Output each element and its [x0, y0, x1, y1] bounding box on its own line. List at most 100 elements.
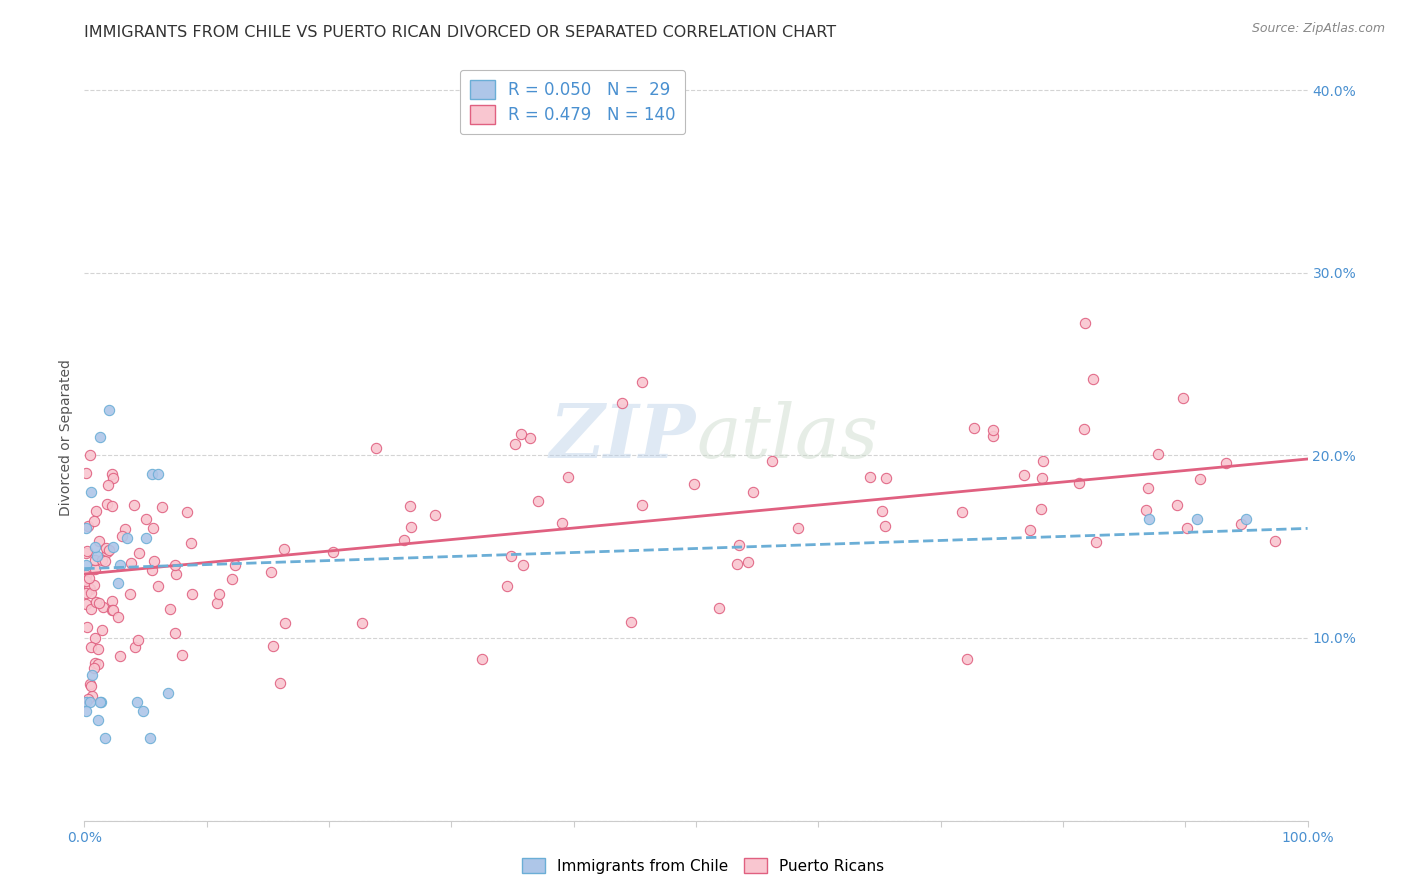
Point	[150, 500, 173, 515]
Point	[612, 396, 634, 410]
Point	[224, 558, 246, 572]
Point	[870, 504, 893, 518]
Point	[114, 522, 136, 536]
Point	[141, 563, 163, 577]
Point	[98, 402, 121, 417]
Point	[1236, 512, 1258, 526]
Point	[75, 704, 97, 718]
Point	[983, 423, 1005, 437]
Point	[91, 553, 114, 567]
Point	[401, 520, 423, 534]
Point	[873, 518, 896, 533]
Point	[139, 731, 162, 746]
Point	[96, 497, 118, 511]
Point	[76, 692, 98, 706]
Point	[75, 546, 97, 560]
Point	[157, 686, 180, 700]
Point	[86, 503, 108, 517]
Point	[159, 602, 181, 616]
Point	[141, 467, 163, 481]
Point	[75, 585, 97, 599]
Point	[111, 529, 134, 543]
Point	[75, 695, 97, 709]
Point	[93, 731, 115, 746]
Point	[180, 536, 202, 550]
Point	[127, 695, 149, 709]
Point	[127, 632, 149, 647]
Point	[80, 689, 103, 703]
Point	[165, 626, 187, 640]
Point	[631, 498, 654, 512]
Point	[1031, 471, 1053, 485]
Point	[79, 602, 101, 616]
Point	[170, 648, 193, 663]
Point	[90, 695, 112, 709]
Point	[786, 521, 808, 535]
Point	[132, 704, 155, 718]
Point	[142, 554, 165, 568]
Point	[80, 484, 103, 499]
Point	[96, 541, 118, 555]
Text: IMMIGRANTS FROM CHILE VS PUERTO RICAN DIVORCED OR SEPARATED CORRELATION CHART: IMMIGRANTS FROM CHILE VS PUERTO RICAN DI…	[84, 25, 837, 40]
Point	[322, 545, 344, 559]
Text: atlas: atlas	[696, 401, 879, 474]
Point	[728, 538, 751, 552]
Point	[1135, 503, 1157, 517]
Point	[97, 478, 120, 492]
Point	[83, 661, 105, 675]
Point	[859, 470, 882, 484]
Point	[399, 499, 422, 513]
Point	[80, 640, 103, 654]
Point	[101, 603, 124, 617]
Point	[742, 485, 765, 500]
Point	[87, 657, 110, 671]
Point	[631, 375, 654, 389]
Point	[1073, 422, 1095, 436]
Point	[79, 677, 101, 691]
Point	[135, 531, 157, 545]
Point	[619, 615, 641, 629]
Point	[120, 556, 142, 570]
Point	[90, 624, 112, 638]
Point	[79, 582, 101, 596]
Point	[499, 549, 522, 563]
Point	[1085, 535, 1108, 549]
Point	[512, 558, 534, 572]
Point	[122, 498, 145, 512]
Point	[269, 675, 291, 690]
Point	[118, 587, 141, 601]
Point	[146, 579, 169, 593]
Point	[274, 616, 297, 631]
Point	[135, 512, 157, 526]
Point	[75, 597, 97, 611]
Point	[101, 603, 124, 617]
Point	[108, 558, 131, 572]
Point	[180, 587, 202, 601]
Point	[260, 565, 283, 579]
Point	[725, 557, 748, 571]
Point	[737, 555, 759, 569]
Point	[84, 595, 107, 609]
Point	[956, 651, 979, 665]
Point	[262, 639, 284, 653]
Point	[84, 552, 107, 566]
Point	[80, 586, 103, 600]
Point	[510, 426, 533, 441]
Point	[107, 610, 129, 624]
Point	[1137, 481, 1160, 495]
Point	[75, 521, 97, 535]
Point	[1032, 454, 1054, 468]
Point	[963, 421, 986, 435]
Point	[87, 642, 110, 657]
Point	[761, 454, 783, 468]
Point	[709, 600, 731, 615]
Point	[76, 543, 98, 558]
Point	[77, 581, 100, 595]
Point	[1175, 521, 1198, 535]
Point	[83, 657, 105, 671]
Point	[75, 466, 97, 480]
Point	[1012, 467, 1035, 482]
Legend: Immigrants from Chile, Puerto Ricans: Immigrants from Chile, Puerto Ricans	[516, 852, 890, 880]
Point	[273, 542, 295, 557]
Point	[1073, 316, 1095, 330]
